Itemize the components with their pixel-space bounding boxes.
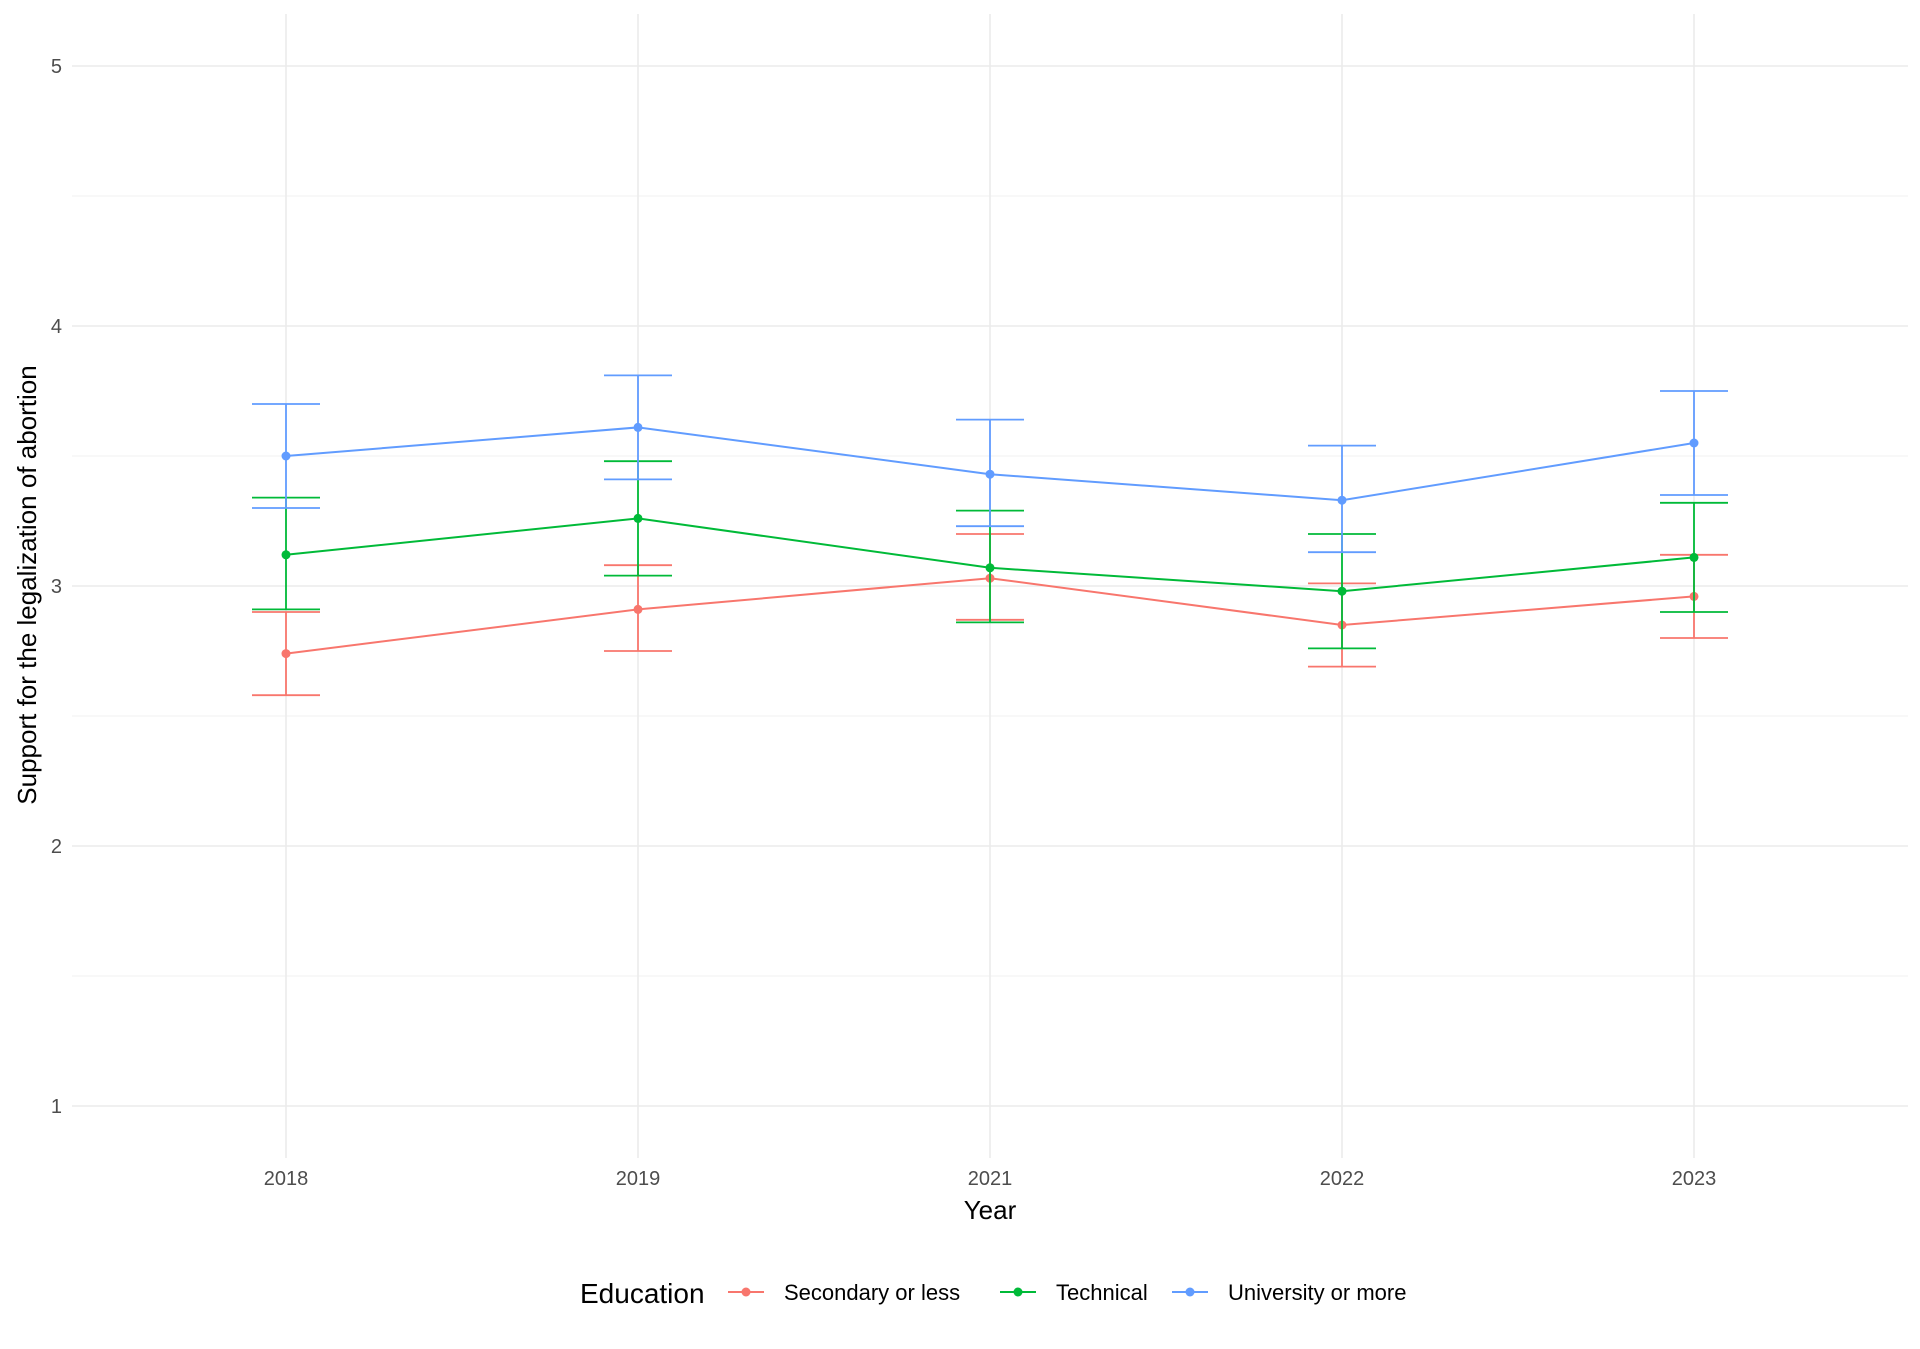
data-point — [633, 422, 643, 432]
y-tick-label: 5 — [51, 56, 62, 78]
x-tick-label: 2022 — [1320, 1168, 1365, 1190]
x-tick-label: 2018 — [264, 1168, 309, 1190]
x-axis-title: Year — [964, 1195, 1017, 1225]
y-axis-title: Support for the legalization of abortion — [12, 365, 42, 804]
legend-items: Secondary or less Technical University or … — [728, 1280, 1406, 1305]
data-point — [633, 604, 643, 614]
data-point — [1337, 495, 1347, 505]
legend-item: Secondary or less — [728, 1280, 960, 1305]
legend-key-point — [741, 1287, 751, 1297]
y-axis-ticks: 1 2 3 4 5 — [51, 56, 62, 1118]
series-layer — [252, 374, 1728, 697]
y-tick-label: 1 — [51, 1096, 62, 1118]
legend-key-point — [1185, 1287, 1195, 1297]
data-point — [1337, 586, 1347, 596]
data-point — [985, 563, 995, 573]
legend: Education Secondary or less Technical Univ… — [580, 1278, 1406, 1309]
legend-label: University or more — [1228, 1280, 1406, 1305]
legend-item: Technical — [1000, 1280, 1148, 1305]
legend-label: Technical — [1056, 1280, 1148, 1305]
data-point — [281, 451, 291, 461]
series-2 — [252, 374, 1728, 554]
x-axis-ticks: 2018 2019 2021 2022 2023 — [264, 1168, 1717, 1190]
legend-item: University or more — [1172, 1280, 1406, 1305]
legend-key-point — [1013, 1287, 1023, 1297]
data-point — [281, 649, 291, 659]
data-point — [1689, 438, 1699, 448]
y-tick-label: 3 — [51, 576, 62, 598]
legend-label: Secondary or less — [784, 1280, 960, 1305]
data-point — [1689, 552, 1699, 562]
legend-title: Education — [580, 1278, 705, 1309]
y-tick-label: 2 — [51, 836, 62, 858]
data-point — [281, 550, 291, 560]
x-tick-label: 2023 — [1672, 1168, 1717, 1190]
data-point — [633, 513, 643, 523]
x-tick-label: 2019 — [616, 1168, 661, 1190]
x-tick-label: 2021 — [968, 1168, 1013, 1190]
y-tick-label: 4 — [51, 316, 62, 338]
data-point — [985, 469, 995, 479]
